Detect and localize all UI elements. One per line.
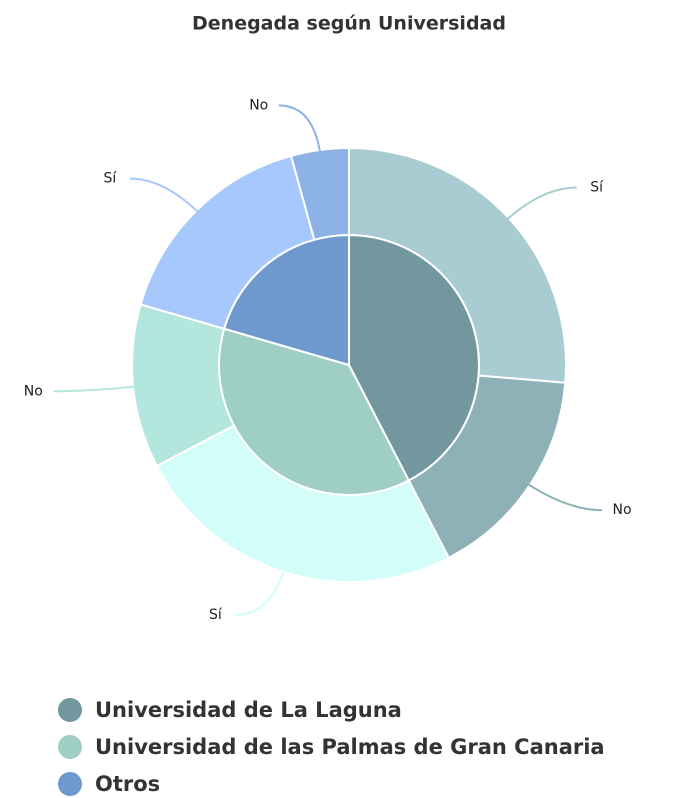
connector [278, 104, 322, 157]
connector [503, 186, 577, 223]
slice-label: Sí [209, 607, 223, 623]
slice-label: Sí [104, 171, 118, 187]
connector [53, 385, 140, 393]
connector [524, 481, 603, 512]
legend-label: Otros [95, 772, 160, 796]
slice-label: No [24, 383, 43, 399]
outer-slice [155, 424, 451, 583]
legend-label: Universidad de La Laguna [95, 698, 402, 722]
legend-marker [58, 772, 82, 796]
outer-slice [289, 146, 350, 241]
connector [129, 177, 202, 216]
slice-label: No [613, 502, 632, 518]
legend-marker [58, 698, 82, 722]
chart-title: Denegada según Universidad [192, 13, 506, 35]
legend-marker [58, 735, 82, 759]
outer-slice [348, 146, 567, 384]
connector [235, 565, 287, 616]
slice-label: Sí [590, 179, 604, 195]
legend-label: Universidad de las Palmas de Gran Canari… [95, 735, 605, 759]
slice-label: No [249, 97, 268, 113]
